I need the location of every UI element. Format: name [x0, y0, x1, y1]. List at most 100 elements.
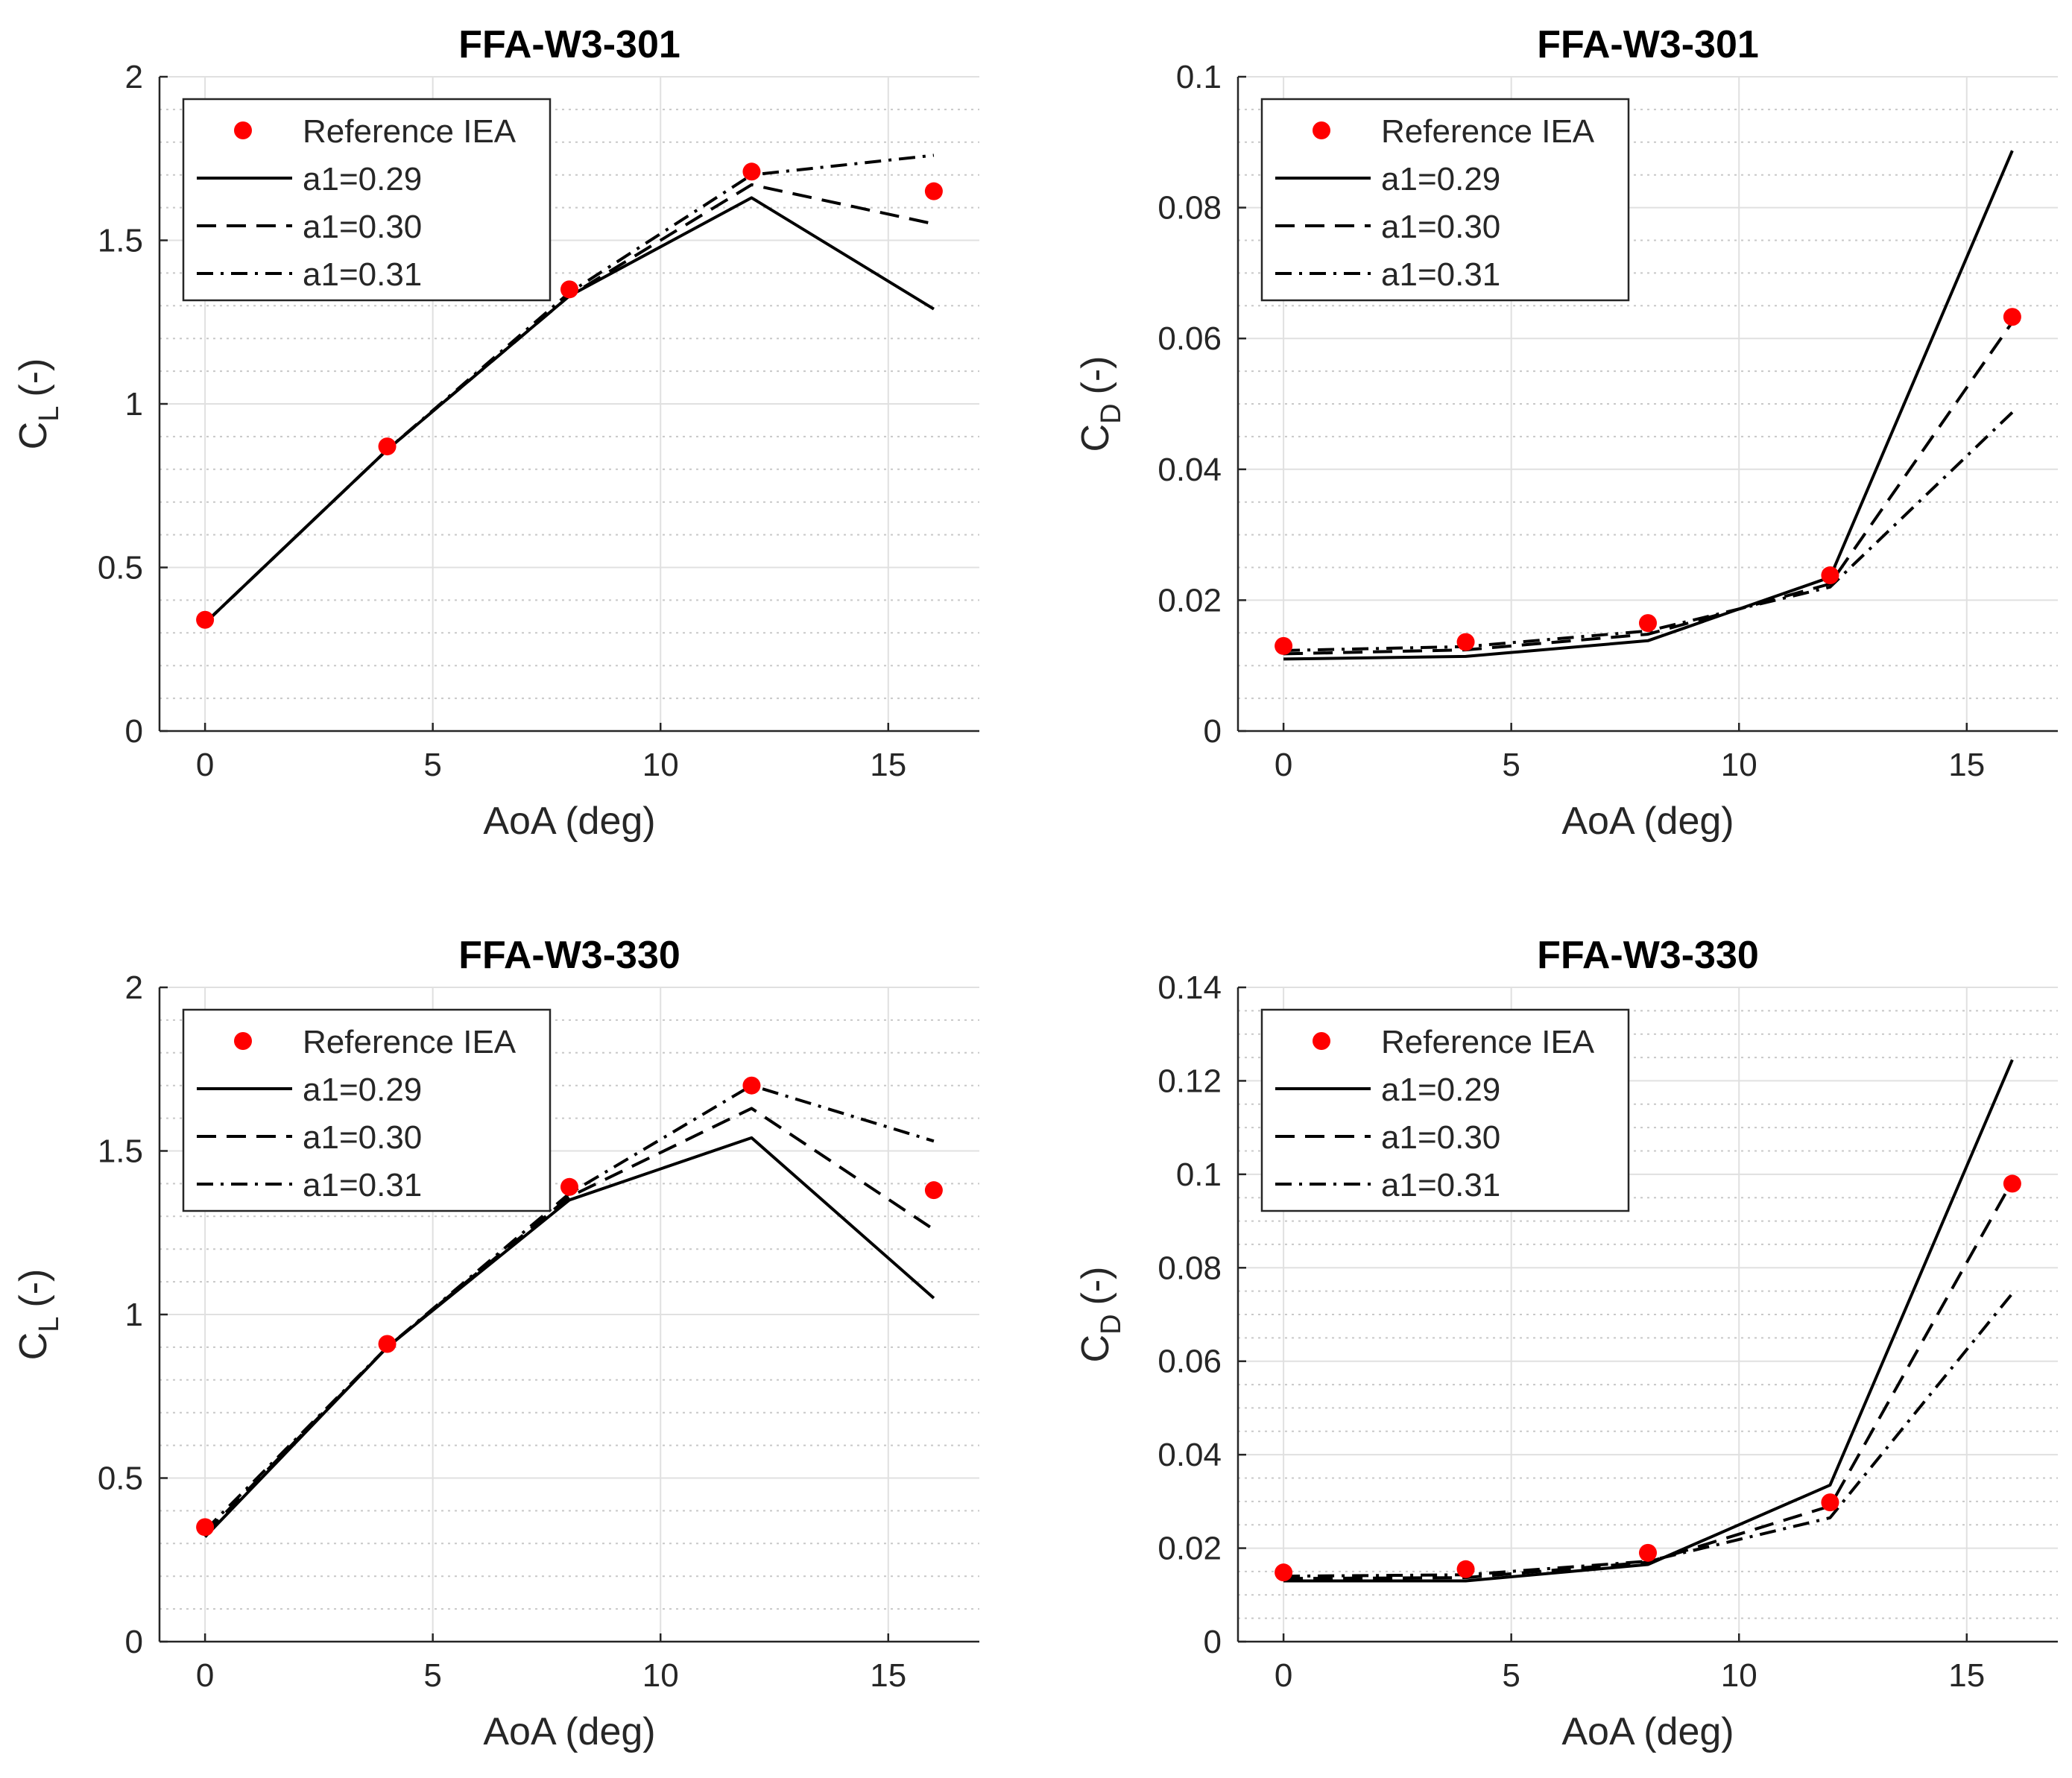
chart-panel-ffa-w3-301-drag: 0 0.02 0.04 0.06 0.08 0.1 0 5 10 15 FFA-W3-301 AoA … [1074, 23, 2058, 843]
y-axis-label-unit: (-) [12, 1269, 55, 1308]
y-axis-label-subscript: L [34, 406, 65, 422]
y-tick-label: 0.02 [1157, 1531, 1222, 1567]
chart-title: FFA-W3-301 [458, 23, 680, 66]
x-axis-label: AoA (deg) [483, 1710, 655, 1753]
y-tick-label: 0 [1204, 713, 1222, 750]
y-tick-label: 1.5 [98, 1133, 143, 1170]
y-axis-label-subscript: D [1096, 1314, 1127, 1334]
y-tick-label: 0.06 [1157, 1344, 1222, 1380]
reference-point [196, 610, 215, 629]
reference-point [1275, 636, 1293, 655]
y-tick-label: 0.02 [1157, 582, 1222, 618]
y-tick-label: 0.06 [1157, 320, 1222, 357]
legend-label: a1=0.29 [1381, 161, 1500, 197]
chart-panel-ffa-w3-330-lift: 0 0.5 1 1.5 2 0 5 10 15 FFA-W3-330 AoA (deg) CL (-) R… [12, 934, 979, 1753]
y-tick-label: 2 [125, 969, 143, 1006]
legend-label: a1=0.29 [303, 1072, 422, 1108]
legend-label: a1=0.31 [303, 1167, 422, 1203]
reference-point [378, 1335, 397, 1353]
reference-point [742, 1076, 761, 1095]
series-line-a1-0-31 [203, 1083, 935, 1532]
y-tick-label: 0.04 [1157, 1437, 1222, 1473]
y-tick-label: 0.08 [1157, 190, 1222, 227]
x-tick-label: 15 [870, 1657, 906, 1694]
y-axis-label: CL (-) [12, 1269, 65, 1361]
x-tick-label: 15 [1948, 747, 1985, 783]
y-axis-label: CL (-) [12, 358, 65, 450]
y-tick-label: 0.12 [1157, 1063, 1222, 1099]
y-tick-label: 0.1 [1176, 1157, 1222, 1193]
series-line-a1-0-29 [1283, 150, 2014, 661]
reference-point [1456, 1560, 1475, 1578]
reference-point [1639, 1543, 1657, 1562]
y-axis-label-unit: (-) [1074, 1267, 1117, 1306]
series-line-a1-0-30 [1283, 321, 2014, 656]
x-axis-label: AoA (deg) [483, 800, 655, 843]
legend-label: a1=0.31 [1381, 1167, 1500, 1203]
legend-label-reference: Reference IEA [1381, 1024, 1595, 1060]
reference-point [742, 162, 761, 181]
x-axis-label: AoA (deg) [1561, 800, 1734, 843]
reference-point [2003, 308, 2021, 326]
y-tick-label: 2 [125, 59, 143, 95]
y-tick-label: 0.1 [1176, 59, 1222, 95]
chart-title: FFA-W3-301 [1537, 23, 1759, 66]
legend-label: a1=0.30 [303, 209, 422, 245]
chart-panel-ffa-w3-301-lift: 0 0.5 1 1.5 2 0 5 10 15 FFA-W3-301 AoA (deg) CL (-) R… [12, 23, 979, 843]
y-axis-label-subscript: L [34, 1317, 65, 1332]
y-axis-label-main: C [12, 422, 55, 450]
reference-point [196, 1518, 215, 1537]
chart-title: FFA-W3-330 [458, 934, 680, 977]
y-axis-label-main: C [12, 1332, 55, 1361]
reference-point [1275, 1563, 1293, 1582]
x-tick-label: 5 [1502, 1657, 1520, 1694]
reference-point [1821, 1493, 1839, 1512]
reference-point [924, 182, 943, 200]
y-axis-label: CD (-) [1074, 1267, 1127, 1363]
x-tick-label: 5 [423, 1657, 441, 1694]
y-tick-label: 0 [125, 713, 143, 750]
y-tick-label: 0.14 [1157, 969, 1222, 1006]
reference-point [560, 1177, 578, 1196]
x-tick-label: 15 [1948, 1657, 1985, 1694]
y-tick-label: 1 [125, 1297, 143, 1333]
legend-marker-reference [234, 121, 252, 139]
y-axis-label-unit: (-) [1074, 356, 1117, 395]
y-axis-label-main: C [1074, 1335, 1117, 1363]
legend-label-reference: Reference IEA [303, 1024, 517, 1060]
x-axis-label: AoA (deg) [1561, 1710, 1734, 1753]
x-tick-label: 5 [423, 747, 441, 783]
y-tick-label: 1.5 [98, 223, 143, 259]
y-axis-label-main: C [1074, 424, 1117, 452]
y-axis-label-subscript: D [1096, 403, 1127, 423]
y-tick-label: 0.5 [98, 550, 143, 586]
legend-label: a1=0.29 [303, 161, 422, 197]
legend-label: a1=0.29 [1381, 1072, 1500, 1108]
y-tick-label: 0 [125, 1624, 143, 1660]
x-tick-label: 0 [1275, 747, 1292, 783]
x-tick-label: 0 [196, 1657, 214, 1694]
y-axis-label-unit: (-) [12, 358, 55, 397]
x-tick-label: 10 [1721, 747, 1757, 783]
reference-point [1821, 566, 1839, 585]
legend-label: a1=0.30 [303, 1119, 422, 1156]
legend-box [1260, 98, 1630, 302]
legend-marker-reference [234, 1032, 252, 1050]
chart-title: FFA-W3-330 [1537, 934, 1759, 977]
reference-point [2003, 1174, 2021, 1193]
x-tick-label: 10 [1721, 1657, 1757, 1694]
legend-label: a1=0.30 [1381, 1119, 1500, 1156]
legend-label: a1=0.31 [1381, 256, 1500, 293]
legend-label: a1=0.30 [1381, 209, 1500, 245]
reference-point [378, 437, 397, 456]
legend-marker-reference [1313, 121, 1330, 139]
y-tick-label: 1 [125, 386, 143, 423]
chart-panel-ffa-w3-330-drag: 0 0.02 0.04 0.06 0.08 0.1 0.12 0.14 0 5 10 15 FFA-W3… [1074, 934, 2058, 1753]
legend-label-reference: Reference IEA [1381, 113, 1595, 150]
reference-point [924, 1181, 943, 1200]
series-line-a1-0-29 [1283, 1059, 2014, 1583]
x-tick-label: 10 [642, 747, 679, 783]
y-tick-label: 0.04 [1157, 452, 1222, 488]
y-tick-label: 0 [1204, 1624, 1222, 1660]
